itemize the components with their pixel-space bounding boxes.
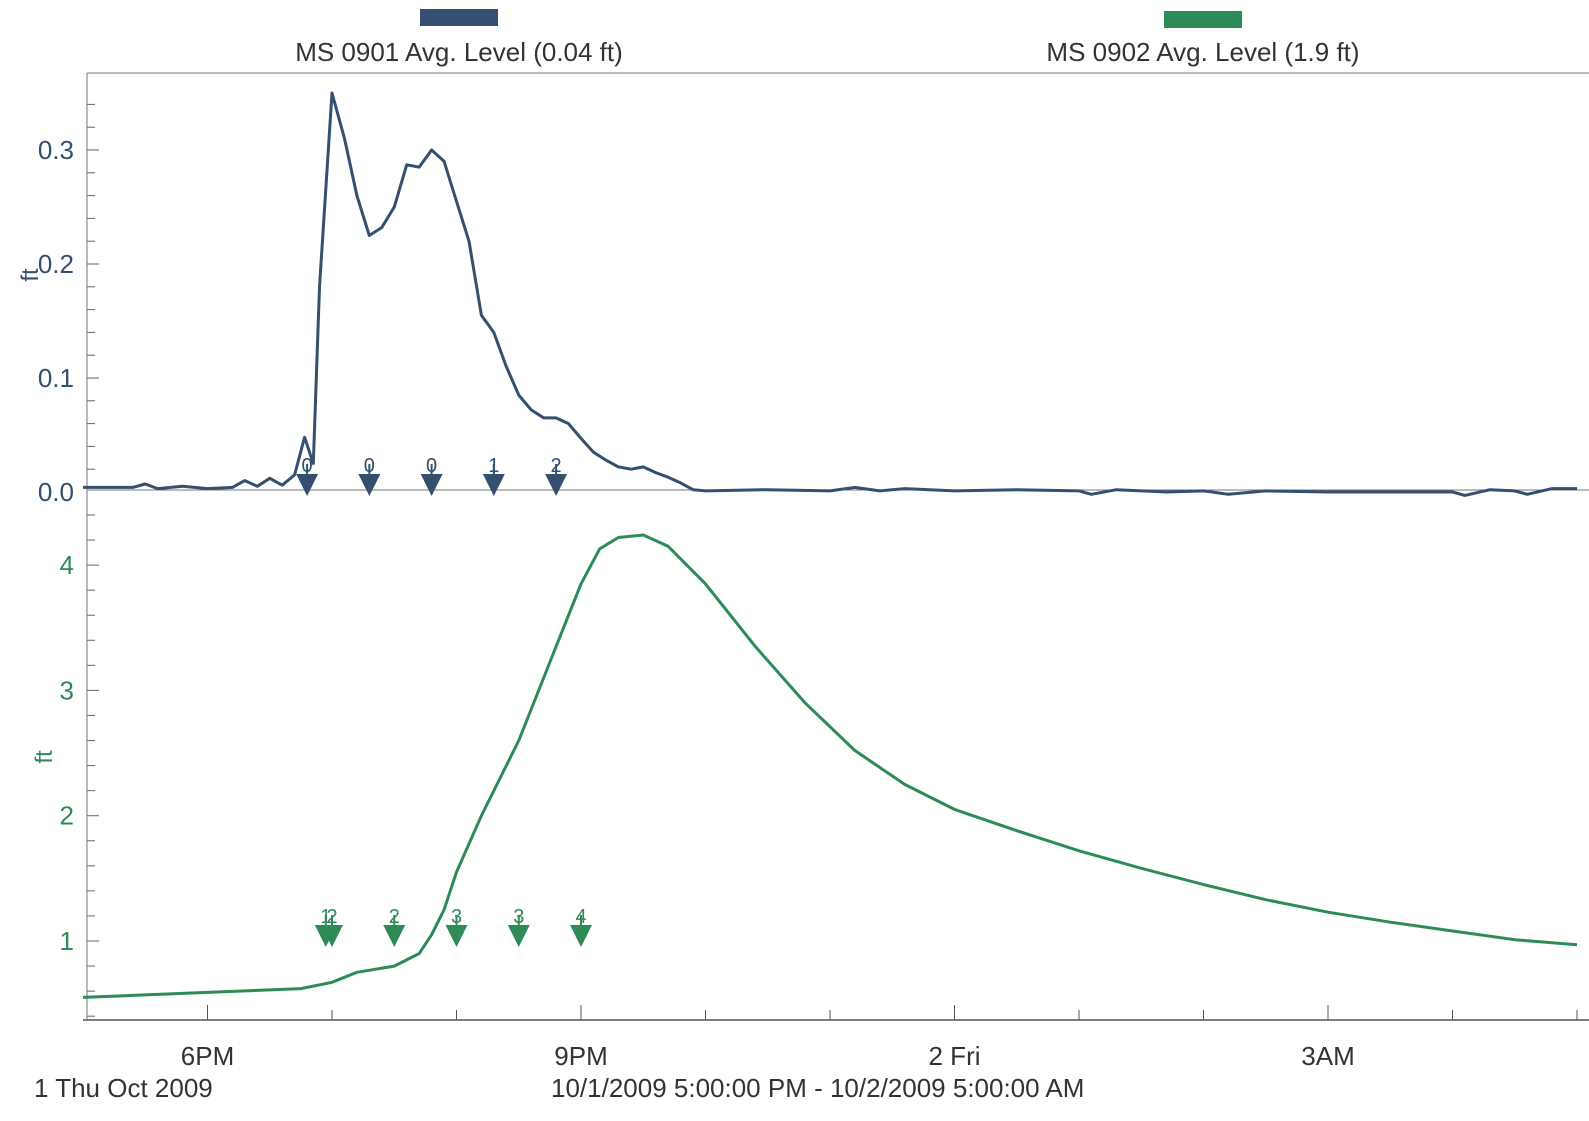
event-marker: 4 — [570, 906, 592, 947]
legend-swatch-ms-0901 — [420, 9, 498, 26]
x-tick-label: 2 Fri — [929, 1041, 981, 1071]
ms-0901-event-markers: 0 0 0 1 2 — [296, 455, 568, 496]
top-plot-area — [86, 72, 1589, 490]
event-marker: 3 — [507, 906, 530, 947]
bottom-y-axis-ticks — [87, 514, 99, 1017]
ms-0902-event-markers: 12 2 3 3 4 — [314, 906, 592, 947]
bottom-y-tick-label: 2 — [60, 801, 74, 831]
ms-0902-line — [82, 533, 1578, 999]
event-marker-label: 2 — [389, 906, 400, 928]
x-tick-label: 6PM — [181, 1041, 234, 1071]
x-axis-range-label: 10/1/2009 5:00:00 PM - 10/2/2009 5:00:00… — [551, 1073, 1084, 1103]
bottom-plot-area — [86, 489, 1589, 1020]
event-marker-label: 0 — [364, 455, 375, 477]
event-marker: 3 — [445, 906, 468, 947]
ms-0901-line — [83, 91, 1577, 497]
event-marker-label: 2 — [551, 455, 562, 477]
top-y-tick-labels: 0.0 0.1 0.2 0.3 — [38, 135, 74, 507]
x-axis-date-label: 1 Thu Oct 2009 — [34, 1073, 213, 1103]
event-marker: 2 — [545, 455, 568, 496]
event-marker-label: 1 — [320, 906, 331, 928]
bottom-y-axis-title: ft — [31, 750, 58, 764]
bottom-y-tick-label: 1 — [60, 926, 74, 956]
event-marker: 2 — [321, 906, 343, 947]
event-marker: 1 — [482, 455, 505, 496]
top-y-axis-title: ft — [17, 268, 44, 282]
event-marker-label: 3 — [451, 906, 462, 928]
event-marker: 2 — [383, 906, 406, 947]
event-marker: 0 — [358, 455, 381, 496]
event-marker-label: 1 — [488, 455, 499, 477]
event-marker-label: 2 — [326, 906, 337, 928]
top-y-tick-label: 0.3 — [38, 135, 74, 165]
legend-swatch-ms-0902 — [1164, 11, 1242, 28]
bottom-y-tick-label: 3 — [60, 675, 74, 705]
top-y-tick-label: 0.1 — [38, 363, 74, 393]
event-marker-label: 3 — [513, 906, 524, 928]
top-y-tick-label: 0.2 — [38, 249, 74, 279]
event-marker-label: 0 — [302, 455, 313, 477]
ms-0902-series — [82, 533, 1578, 999]
top-y-tick-label: 0.0 — [38, 477, 74, 507]
event-marker-label: 4 — [575, 906, 586, 928]
event-marker-label: 0 — [426, 455, 437, 477]
event-marker: 0 — [420, 455, 443, 496]
top-y-axis-ticks — [87, 103, 99, 470]
ms-0901-series — [83, 91, 1577, 497]
legend-label-ms-0901: MS 0901 Avg. Level (0.04 ft) — [295, 37, 623, 67]
legend-label-ms-0902: MS 0902 Avg. Level (1.9 ft) — [1046, 37, 1359, 67]
x-tick-label: 3AM — [1301, 1041, 1354, 1071]
x-axis: 6PM 9PM 2 Fri 3AM — [83, 1005, 1589, 1071]
bottom-y-tick-labels: 1 2 3 4 — [60, 550, 74, 956]
bottom-y-tick-label: 4 — [60, 550, 74, 580]
x-tick-label: 9PM — [554, 1041, 607, 1071]
event-marker: 0 — [296, 455, 319, 496]
